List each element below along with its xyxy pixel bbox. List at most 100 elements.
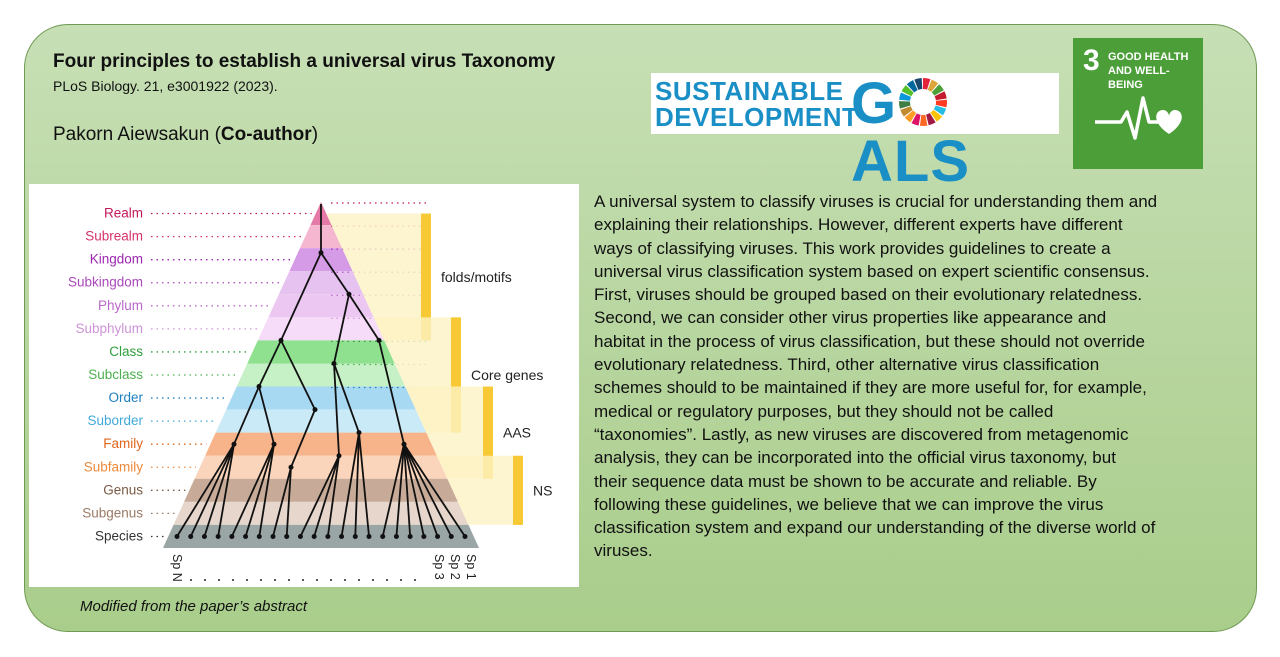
wheel-segment <box>914 78 923 90</box>
author-line: Pakorn Aiewsakun (Co-author) <box>53 124 318 146</box>
tree-branch <box>333 363 340 456</box>
rank-band <box>226 386 416 410</box>
tree-branch <box>258 340 282 387</box>
rank-band <box>215 409 427 433</box>
wheel-segment <box>931 84 944 96</box>
heartbeat-heart-icon <box>1095 96 1182 140</box>
rank-label: Phylum <box>98 298 143 313</box>
wheel-segment <box>911 113 921 126</box>
bracket-bar <box>451 317 461 433</box>
wheel-segment <box>930 109 943 122</box>
bracket-shade <box>326 213 421 341</box>
taxonomy-figure: Realm Subrealm Kingdom Subkingdom Phylum Subp… <box>29 184 579 587</box>
tree-node <box>270 533 276 539</box>
species-ellipsis-dot <box>386 579 388 581</box>
abstract-line: “taxonomies”. Lastly, as new viruses are… <box>594 424 1129 444</box>
sdg-color-wheel-icon <box>899 78 948 126</box>
abstract-line: habitat in the process of virus classifi… <box>594 331 1145 351</box>
rank-label: Subclass <box>88 367 143 382</box>
citation: PLoS Biology. 21, e3001922 (2023). <box>53 78 278 94</box>
author-close: ) <box>311 124 319 145</box>
rank-row: Subkingdom <box>68 271 429 295</box>
sdg-goal3-tile: 3 GOOD HEALTH AND WELL-BEING <box>1073 38 1203 169</box>
wheel-segment <box>935 99 948 108</box>
author-role: Co-author <box>220 124 312 145</box>
species-ellipsis-dot <box>204 579 206 581</box>
abstract-line: analysis, they can be incorporated into … <box>594 448 1116 468</box>
tree-branch <box>340 432 360 537</box>
rank-label: Realm <box>104 206 143 221</box>
rank-band <box>236 363 406 387</box>
tree-branch <box>333 294 350 364</box>
rank-row: Subgenus <box>82 501 469 525</box>
rank-band <box>205 432 437 456</box>
tree-branch <box>290 409 316 468</box>
rank-label: Kingdom <box>90 252 143 267</box>
phylogenetic-tree <box>174 204 468 539</box>
tree-branch <box>326 455 340 537</box>
tree-branch <box>217 444 235 537</box>
tree-branch <box>378 340 405 445</box>
tree-branch <box>299 455 340 537</box>
rank-band <box>278 271 364 295</box>
tree-node <box>297 533 303 539</box>
abstract-line: classification system and expand our und… <box>594 518 1156 538</box>
wheel-segment <box>923 78 931 90</box>
goal-number: 3 <box>1083 44 1100 77</box>
bracket-bar <box>513 455 523 525</box>
abstract-line: A universal system to classify viruses i… <box>594 192 1158 211</box>
rank-band <box>247 340 395 364</box>
rank-row: Subclass <box>88 363 429 387</box>
tree-node <box>448 533 454 539</box>
rank-label: Subphylum <box>75 321 143 336</box>
species-ellipsis-dot <box>400 579 402 581</box>
species-ellipsis-dot <box>246 579 248 581</box>
species-label: Sp 3 <box>432 554 446 580</box>
tree-node <box>462 533 468 539</box>
species-label: Sp 1 <box>464 554 478 580</box>
species-ellipsis-dot <box>358 579 360 581</box>
bracket-bar <box>421 213 431 341</box>
species-label-n: Sp N <box>170 554 184 582</box>
tree-branch <box>258 444 275 537</box>
tree-branch <box>285 467 292 537</box>
tree-branch <box>176 443 235 537</box>
species-ellipsis-dot <box>288 579 290 581</box>
abstract-line: ways of classifying viruses. This work p… <box>594 238 1111 258</box>
rank-label: Subkingdom <box>68 275 143 290</box>
goal-title-line1: GOOD HEALTH <box>1108 51 1189 63</box>
sdg-goals-g: G <box>851 71 898 136</box>
rank-label: Suborder <box>87 413 143 428</box>
rank-label: Subrealm <box>85 229 143 244</box>
rank-label: Subgenus <box>82 505 143 520</box>
tree-branch <box>203 443 235 537</box>
tree-branch <box>395 444 405 537</box>
bracket-label: folds/motifs <box>441 269 512 285</box>
abstract-line: universal virus classification system ba… <box>594 261 1150 281</box>
tree-node <box>407 533 413 539</box>
tree-node <box>229 533 235 539</box>
abstract-line: following these guidelines, we believe t… <box>594 494 1104 514</box>
tree-node <box>256 533 262 539</box>
sdg-line1: SUSTAINABLE <box>655 76 844 106</box>
tree-branch <box>403 444 412 537</box>
tree-node <box>339 533 345 539</box>
tree-branch <box>272 467 292 537</box>
bracket-label: Core genes <box>471 367 543 383</box>
wheel-segment <box>927 79 939 92</box>
abstract-line: First, viruses should be grouped based o… <box>594 285 1143 305</box>
figure-caption: Modified from the paper’s abstract <box>80 598 308 615</box>
rank-band <box>194 455 448 479</box>
abstract-line: viruses. <box>594 541 653 561</box>
rank-row: Order <box>108 386 429 410</box>
rank-label: Species <box>95 528 143 543</box>
tree-branch <box>403 443 453 537</box>
rank-row: Subfamily <box>84 455 448 479</box>
bracket-shade <box>436 455 513 525</box>
bracket: NS <box>436 455 552 525</box>
species-ellipsis-dot <box>260 579 262 581</box>
tree-branch <box>280 252 322 341</box>
tree-node <box>215 533 221 539</box>
goal-title-line2: AND WELL-BEING <box>1108 65 1170 91</box>
tree-node <box>352 533 358 539</box>
